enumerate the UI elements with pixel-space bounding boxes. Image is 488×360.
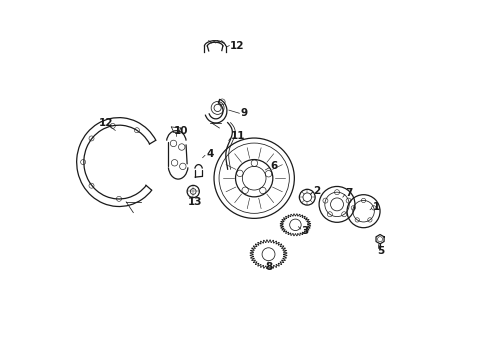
Text: 10: 10: [174, 126, 188, 135]
Text: 13: 13: [188, 197, 203, 207]
Text: 3: 3: [301, 226, 308, 236]
Text: 12: 12: [99, 118, 113, 128]
Text: 11: 11: [230, 131, 245, 141]
Text: 5: 5: [377, 246, 384, 256]
Text: 1: 1: [372, 202, 379, 212]
Text: 6: 6: [270, 161, 277, 171]
Text: 2: 2: [313, 186, 320, 196]
Text: 12: 12: [230, 41, 244, 50]
Text: 9: 9: [240, 108, 247, 118]
Text: 4: 4: [206, 149, 213, 159]
Text: 7: 7: [345, 188, 352, 198]
Text: 8: 8: [265, 262, 272, 272]
